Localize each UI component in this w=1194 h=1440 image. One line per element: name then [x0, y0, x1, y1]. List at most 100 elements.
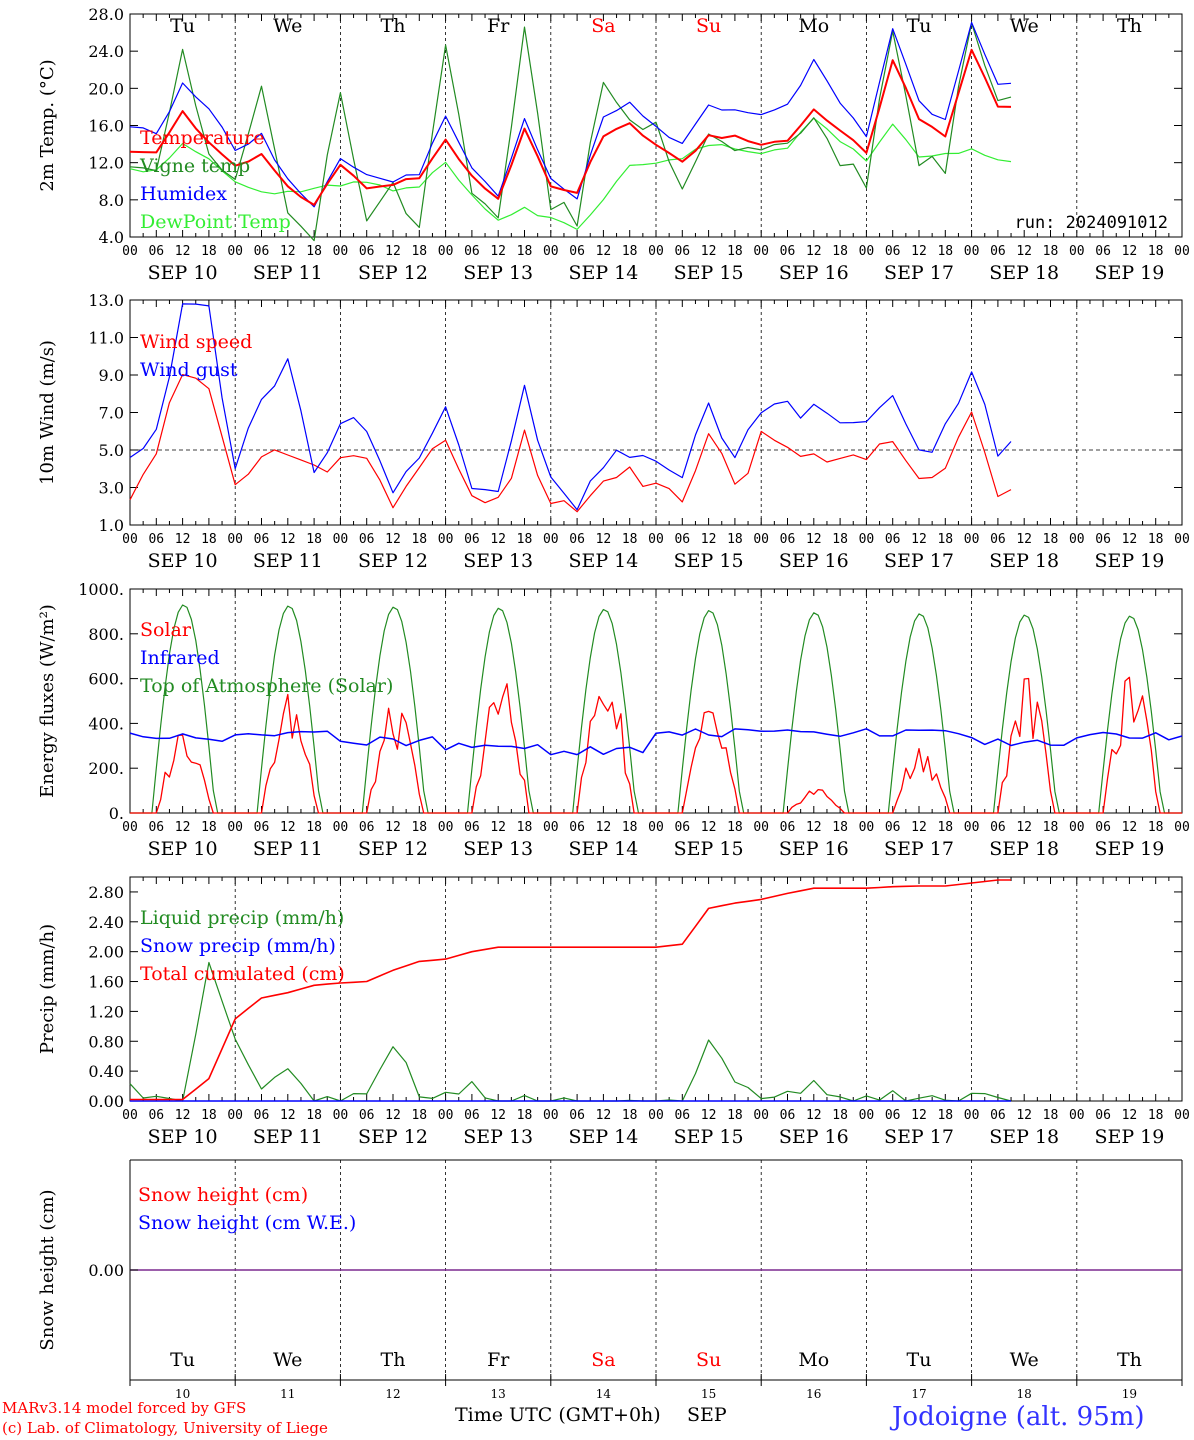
hour-tick-label: 00: [438, 820, 454, 835]
hour-tick-label: 00: [122, 532, 138, 547]
hour-tick-label: 06: [254, 820, 270, 835]
legend-entry: Humidex: [140, 183, 227, 205]
hour-tick-label: 06: [254, 532, 270, 547]
series-line-blue: [129, 21, 1012, 208]
date-label: SEP 11: [253, 550, 323, 572]
day-label: Tu: [907, 1349, 932, 1371]
hour-tick-label: 12: [385, 1108, 401, 1123]
hour-tick-label: 12: [280, 820, 296, 835]
hour-tick-label: 00: [227, 244, 243, 259]
y-axis-label: Snow height (cm): [37, 1189, 58, 1350]
day-label: Mo: [798, 1349, 829, 1371]
y-tick-label: 20.0: [88, 79, 124, 98]
hour-tick-label: 06: [464, 244, 480, 259]
hour-tick-label: 18: [727, 244, 743, 259]
hour-tick-label: 06: [990, 244, 1006, 259]
hour-tick-label: 18: [1148, 532, 1164, 547]
day-label: Tu: [170, 1349, 195, 1371]
hour-tick-label: 12: [1016, 820, 1032, 835]
series-line-lightgreen: [129, 117, 1012, 230]
hour-tick-label: 18: [1148, 244, 1164, 259]
hour-tick-label: 12: [911, 532, 927, 547]
date-label: SEP 17: [884, 838, 954, 860]
y-tick-label: 600.: [88, 670, 124, 689]
hour-tick-label: 00: [1174, 820, 1190, 835]
hour-tick-label: 12: [806, 244, 822, 259]
date-label: SEP 12: [358, 838, 428, 860]
hour-tick-label: 00: [648, 820, 664, 835]
hour-tick-label: 00: [438, 532, 454, 547]
hour-tick-label: 18: [411, 1108, 427, 1123]
hour-tick-label: 12: [1016, 532, 1032, 547]
series-line-red: [129, 48, 1012, 206]
y-tick-label: 0.40: [88, 1062, 124, 1081]
hour-tick-label: 00: [964, 1108, 980, 1123]
date-label: SEP 14: [568, 838, 638, 860]
hour-tick-label: 00: [859, 532, 875, 547]
day-number-label: 10: [175, 1387, 190, 1401]
hour-tick-label: 18: [727, 1108, 743, 1123]
hour-tick-label: 06: [359, 244, 375, 259]
hour-tick-label: 18: [832, 532, 848, 547]
series-line-green: [129, 22, 1012, 242]
hour-tick-label: 18: [622, 820, 638, 835]
hour-tick-label: 06: [885, 532, 901, 547]
hour-tick-label: 12: [701, 244, 717, 259]
legend-entry: Snow height (cm): [138, 1184, 308, 1206]
hour-tick-label: 12: [1122, 532, 1138, 547]
hour-tick-label: 12: [596, 1108, 612, 1123]
hour-tick-label: 12: [385, 532, 401, 547]
energy-panel: 0. 200. 400. 600. 800. 1000. Energy fluxes (W/…: [37, 580, 1190, 860]
hour-tick-label: 18: [517, 532, 533, 547]
hour-tick-label: 12: [1016, 244, 1032, 259]
hour-tick-label: 06: [885, 244, 901, 259]
hour-tick-label: 12: [490, 532, 506, 547]
hour-tick-label: 12: [1122, 820, 1138, 835]
y-axis-label: Precip (mm/h): [37, 924, 58, 1054]
hour-tick-label: 18: [306, 244, 322, 259]
y-tick-label: 11.0: [88, 329, 124, 348]
y-tick-label: 400.: [88, 714, 124, 733]
y-tick-label: 2.40: [88, 913, 124, 932]
date-label: SEP 17: [884, 262, 954, 284]
legend-entry: Top of Atmosphere (Solar): [140, 675, 393, 697]
hour-tick-label: 06: [569, 820, 585, 835]
series-line-red: [129, 374, 1012, 513]
y-tick-label: 13.0: [88, 291, 124, 310]
day-label: We: [273, 1349, 302, 1371]
hour-tick-label: 00: [1174, 532, 1190, 547]
legend-entry: Total cumulated (cm): [140, 963, 345, 985]
hour-tick-label: 18: [937, 820, 953, 835]
date-label: SEP 10: [148, 838, 218, 860]
hour-tick-label: 18: [201, 532, 217, 547]
day-number-label: 13: [491, 1387, 506, 1401]
date-label: SEP 14: [568, 262, 638, 284]
hour-tick-label: 06: [780, 1108, 796, 1123]
hour-tick-label: 00: [122, 820, 138, 835]
date-label: SEP 15: [674, 550, 744, 572]
precip-panel: 0.00 0.40 0.80 1.20 1.60 2.00 2.40 2.80 Precip (…: [37, 876, 1190, 1148]
day-label: We: [1010, 15, 1039, 37]
panel-frame: [129, 588, 1183, 814]
series-line-red: [130, 879, 1011, 1101]
hour-tick-label: 18: [832, 820, 848, 835]
y-tick-label: 24.0: [88, 42, 124, 61]
hour-tick-label: 18: [1043, 820, 1059, 835]
y-tick-label: 4.0: [99, 228, 124, 247]
legend-entry: Infrared: [140, 647, 220, 669]
hour-tick-label: 12: [280, 244, 296, 259]
date-label: SEP 11: [253, 262, 323, 284]
hour-tick-label: 00: [648, 1108, 664, 1123]
hour-tick-label: 18: [517, 820, 533, 835]
hour-tick-label: 12: [1122, 1108, 1138, 1123]
hour-tick-label: 06: [674, 532, 690, 547]
hour-tick-label: 12: [490, 244, 506, 259]
hour-tick-label: 18: [937, 532, 953, 547]
y-tick-label: 200.: [88, 759, 124, 778]
hour-tick-label: 00: [859, 1108, 875, 1123]
day-number-label: 17: [911, 1387, 926, 1401]
hour-tick-label: 00: [1174, 244, 1190, 259]
day-number-label: 18: [1017, 1387, 1032, 1401]
hour-tick-label: 06: [254, 244, 270, 259]
date-label: SEP 19: [1094, 262, 1164, 284]
